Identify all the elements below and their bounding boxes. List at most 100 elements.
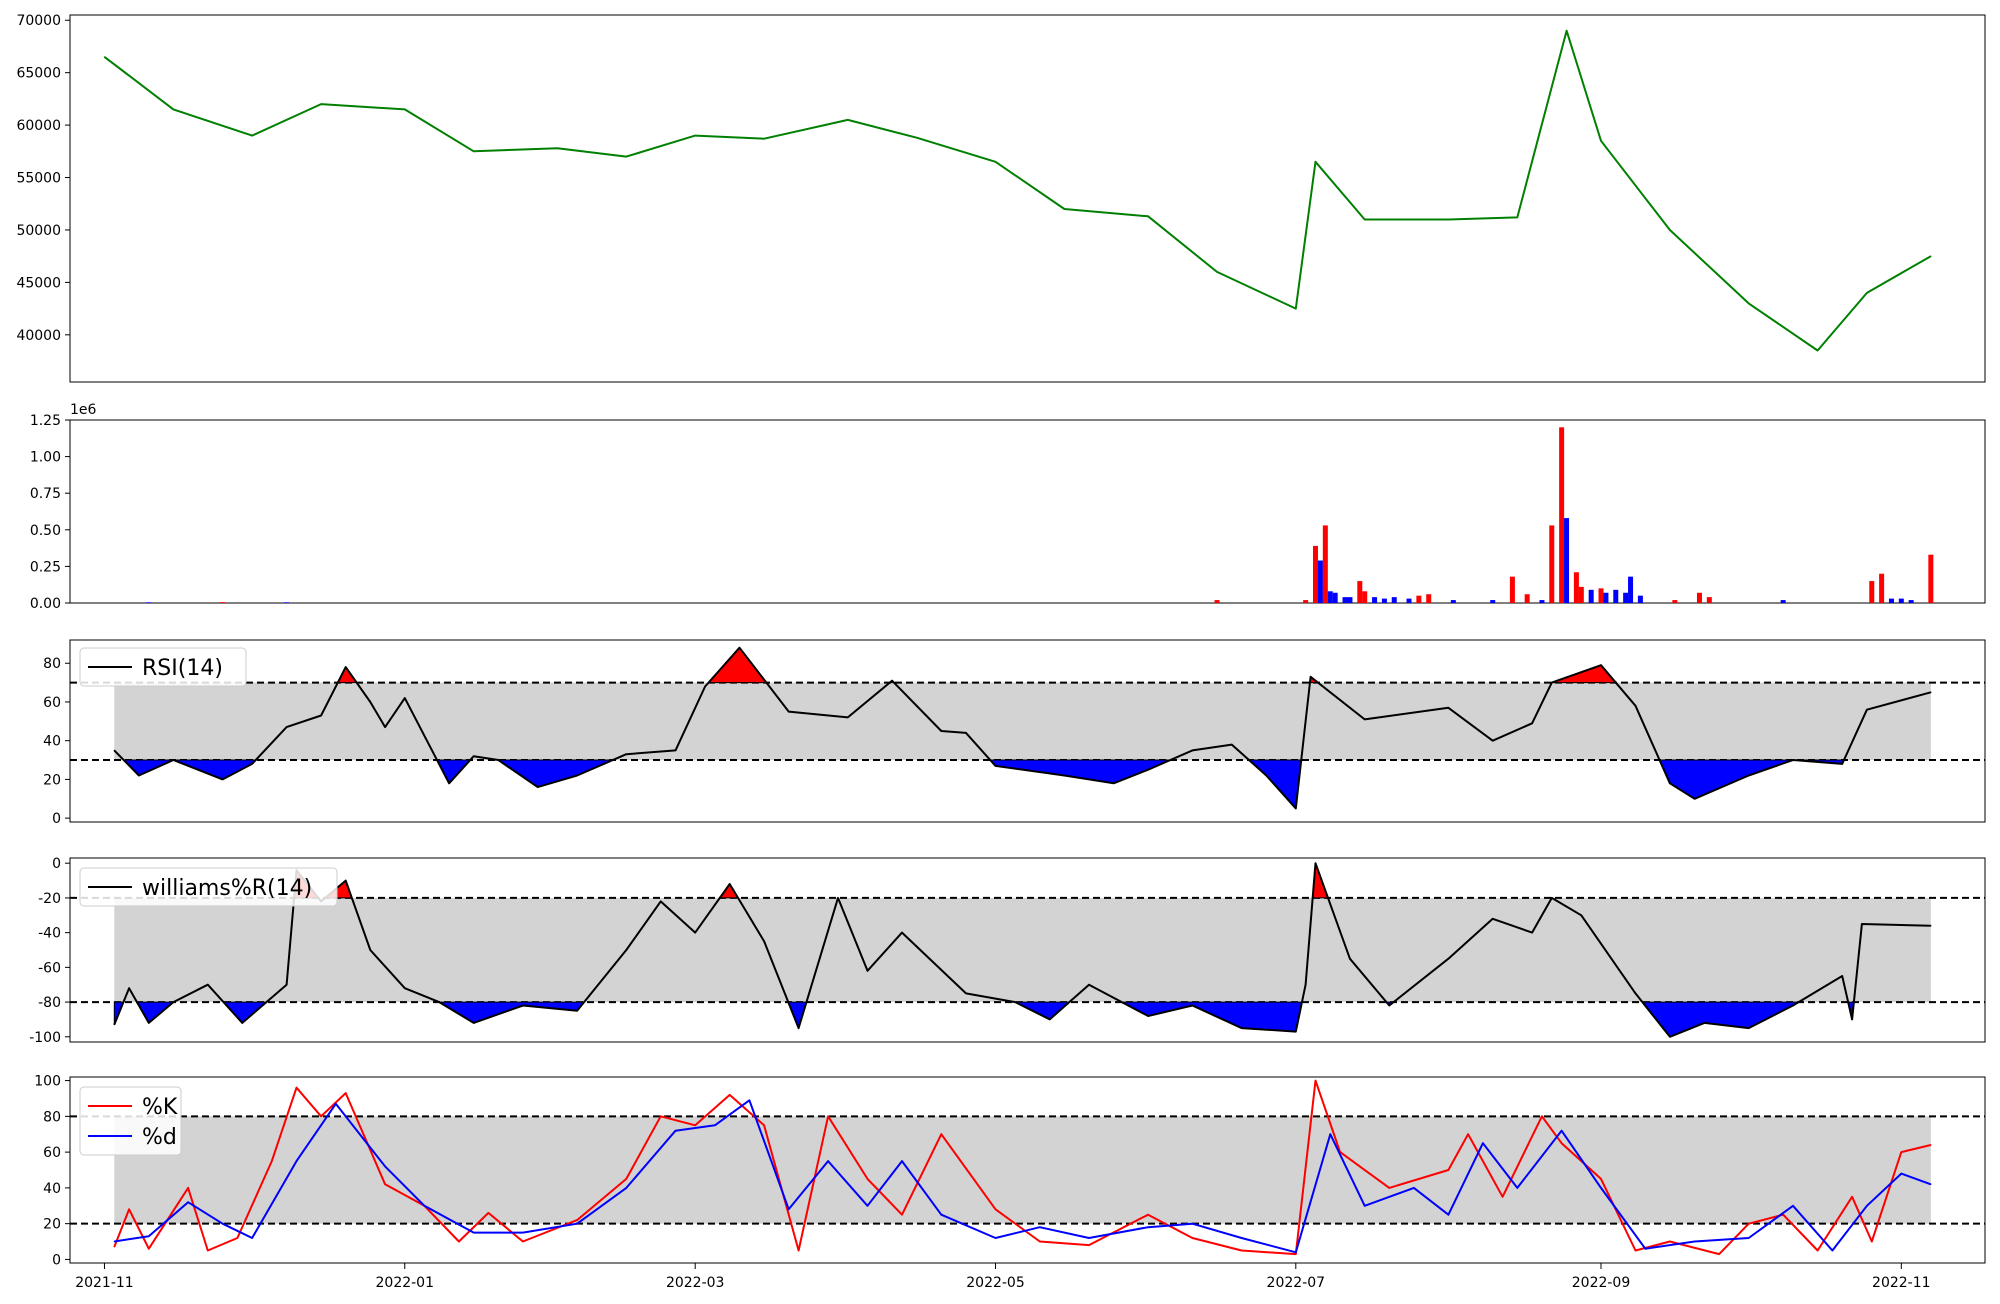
williams-line-point <box>1314 862 1317 864</box>
williams-line-point <box>172 1001 174 1003</box>
rsi-line-point <box>1147 769 1149 771</box>
rsi-line-point <box>473 755 475 757</box>
stoch-line-d-point <box>1413 1187 1415 1189</box>
stoch-line-d-point <box>827 1160 829 1162</box>
stoch-line-k-point <box>1501 1196 1504 1198</box>
williams-line-point <box>1580 914 1582 916</box>
y-tick-label: 0.75 <box>30 486 61 502</box>
stoch-line-k-point <box>384 1183 386 1185</box>
stoch-line-d <box>114 1099 1932 1254</box>
volume-bar <box>1322 525 1328 603</box>
stoch-line-k-point <box>1467 1133 1469 1135</box>
volume-bar <box>1672 600 1678 603</box>
price-line-point <box>103 56 106 58</box>
legend-label: %K <box>142 1095 178 1120</box>
price-line-point <box>172 108 174 110</box>
price-line-point <box>1866 292 1868 294</box>
stoch-line-d-point <box>1748 1237 1750 1239</box>
stoch-line-k-point <box>729 1094 731 1096</box>
rsi-line-point <box>1113 782 1115 784</box>
y-tick-label: -40 <box>38 926 61 942</box>
williams-line-point <box>1014 1001 1016 1003</box>
rsi-line-point <box>1191 749 1194 751</box>
stoch-line-d-point <box>1900 1172 1902 1175</box>
rsi-line-point <box>940 730 942 732</box>
stoch-line-k-point <box>1088 1244 1090 1246</box>
volume-bar <box>1524 594 1530 603</box>
legend-label: RSI(14) <box>142 656 223 681</box>
price-line-point <box>473 150 475 152</box>
volume-bar <box>1780 600 1786 603</box>
rsi-line-point <box>1866 709 1868 711</box>
stoch-line-d-point <box>1693 1240 1696 1243</box>
stoch-line-d-point <box>748 1099 750 1101</box>
date-x-axis: 2021-11 2022-01 2022-03 2022-05 2022-07 2022-… <box>75 1263 1931 1291</box>
volume-bar <box>1406 598 1412 603</box>
y-tick-label: 1.00 <box>30 450 61 466</box>
y-tick-label: 0 <box>52 856 61 872</box>
price-line-point <box>1817 349 1819 352</box>
volume-bar <box>1490 600 1496 603</box>
x-tick-label: 2022-01 <box>376 1275 435 1291</box>
williams-line-point <box>1634 992 1637 994</box>
stoch-line-d-point <box>423 1205 426 1207</box>
price-line-point <box>320 103 322 105</box>
y-tick-label: 65000 <box>16 66 61 82</box>
rsi-panel: 0 20 40 60 80 RSI(14) <box>43 639 1986 827</box>
williams-line-point <box>1049 1018 1051 1021</box>
stoch-line-k-point <box>901 1214 903 1216</box>
price-line-point <box>994 161 997 163</box>
y-tick-label: 40 <box>43 734 61 750</box>
x-tick-label: 2022-03 <box>666 1275 725 1291</box>
stoch-line-k-point <box>994 1208 997 1210</box>
stoch-line-k-point <box>148 1248 150 1250</box>
stoch-line-k-point <box>1782 1214 1784 1216</box>
stoch-line-d-point <box>1866 1205 1868 1207</box>
williams-line-point <box>207 984 209 986</box>
volume-bar <box>1362 591 1368 603</box>
volume-bar <box>1623 592 1629 603</box>
stoch-line-k-point <box>1718 1253 1720 1255</box>
williams-line-point <box>1088 984 1090 986</box>
williams-line-point <box>901 932 903 934</box>
stoch-line-k-point <box>763 1124 765 1126</box>
williams-line-point <box>522 1004 524 1007</box>
rsi-line-point <box>625 753 627 755</box>
stoch-line-k-point <box>345 1092 347 1094</box>
volume-offset-label: 1e6 <box>70 402 97 418</box>
rsi-line-point <box>738 647 741 649</box>
rsi-line-point <box>448 782 450 784</box>
williams-line-point <box>1241 1027 1243 1029</box>
volume-bar <box>1332 592 1338 603</box>
rsi-line-point <box>965 732 967 734</box>
stoch-line-k-point <box>207 1249 209 1252</box>
williams-line-point <box>1861 923 1863 925</box>
williams-line-point <box>473 1022 475 1024</box>
volume-bar <box>146 602 152 604</box>
volume-bar <box>1416 595 1422 603</box>
stoch-line-d-point <box>1561 1130 1563 1132</box>
volume-bar <box>1573 572 1579 603</box>
price-line-point <box>1147 215 1149 217</box>
overbought-fill <box>707 646 768 684</box>
stoch-line-d-point <box>788 1208 790 1210</box>
volume-bar <box>1696 592 1702 603</box>
volume-bar <box>1637 595 1643 603</box>
stoch-line-d-point <box>522 1231 524 1234</box>
stoch-line-d-point <box>222 1223 224 1225</box>
williams-line-point <box>576 1010 578 1012</box>
stoch-line-d-point <box>674 1130 677 1132</box>
y-tick-label: 0 <box>52 1252 61 1268</box>
y-tick-label: 80 <box>43 1109 61 1125</box>
y-tick-label: -80 <box>38 995 61 1011</box>
price-line-point <box>1748 302 1750 304</box>
williams-line-point <box>1388 1004 1390 1007</box>
plot-frame <box>69 14 1986 383</box>
rsi-line-point <box>1309 676 1312 678</box>
stoch-line-d-point <box>1147 1226 1149 1228</box>
volume-bar <box>1317 560 1323 603</box>
williams-line-point <box>286 984 288 986</box>
stoch-line-k-point <box>1817 1249 1819 1252</box>
stoch-line-k-point <box>1191 1237 1194 1239</box>
